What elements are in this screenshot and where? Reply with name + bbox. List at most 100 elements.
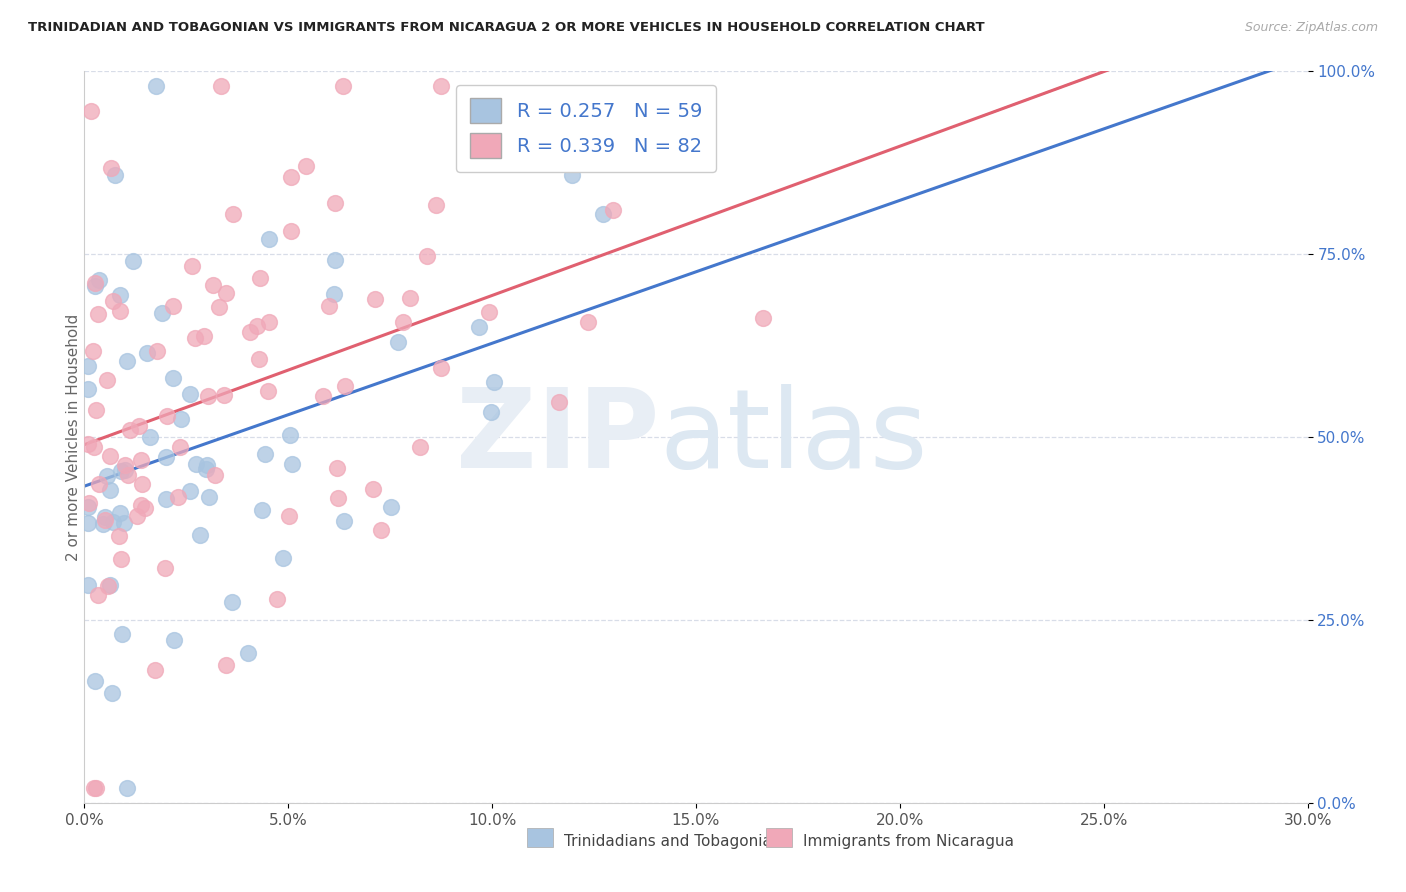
- Point: [387, 334, 409, 349]
- Point: [186, 457, 208, 471]
- Point: [193, 329, 215, 343]
- Point: [80, 103, 103, 118]
- Text: Trinidadians and Tobagonians: Trinidadians and Tobagonians: [564, 834, 789, 848]
- Point: [110, 552, 132, 566]
- Point: [82, 343, 104, 358]
- Point: [129, 498, 152, 512]
- Point: [77, 359, 100, 373]
- Point: [477, 305, 499, 319]
- Text: Immigrants from Nicaragua: Immigrants from Nicaragua: [803, 834, 1014, 848]
- Point: [214, 285, 236, 300]
- Point: [94, 510, 117, 524]
- Point: [77, 437, 100, 451]
- Y-axis label: 2 or more Vehicles in Household: 2 or more Vehicles in Household: [66, 313, 80, 561]
- Point: [280, 224, 302, 238]
- Point: [93, 516, 115, 531]
- Point: [145, 344, 167, 359]
- Point: [162, 299, 184, 313]
- Point: [129, 453, 152, 467]
- Point: [602, 203, 624, 218]
- Point: [208, 300, 231, 314]
- Point: [84, 781, 107, 796]
- Point: [128, 419, 150, 434]
- Point: [415, 249, 437, 263]
- Point: [134, 500, 156, 515]
- Point: [325, 461, 347, 475]
- Point: [239, 326, 262, 340]
- Point: [84, 403, 107, 417]
- Point: [101, 515, 124, 529]
- Point: [212, 388, 235, 402]
- Point: [117, 781, 139, 796]
- Point: [280, 170, 302, 185]
- Point: [163, 633, 186, 648]
- Point: [221, 595, 243, 609]
- Point: [204, 468, 226, 483]
- Point: [278, 428, 301, 442]
- Point: [576, 315, 599, 329]
- Point: [246, 319, 269, 334]
- Point: [333, 379, 356, 393]
- Point: [83, 781, 105, 796]
- Point: [122, 253, 145, 268]
- Text: atlas: atlas: [659, 384, 928, 491]
- Point: [98, 577, 121, 591]
- Point: [77, 578, 100, 592]
- Point: [87, 273, 110, 287]
- Point: [77, 516, 100, 530]
- Point: [332, 78, 354, 93]
- Point: [101, 293, 124, 308]
- Text: TRINIDADIAN AND TOBAGONIAN VS IMMIGRANTS FROM NICARAGUA 2 OR MORE VEHICLES IN HO: TRINIDADIAN AND TOBAGONIAN VS IMMIGRANTS…: [28, 21, 984, 34]
- Point: [145, 78, 167, 93]
- Point: [361, 483, 384, 497]
- Point: [318, 299, 340, 313]
- Point: [145, 664, 167, 678]
- Point: [117, 353, 139, 368]
- Point: [111, 627, 134, 641]
- Point: [222, 207, 245, 221]
- Point: [131, 477, 153, 491]
- Point: [153, 561, 176, 575]
- Point: [139, 430, 162, 444]
- Point: [323, 196, 346, 211]
- Point: [281, 457, 304, 471]
- Point: [201, 277, 224, 292]
- Point: [96, 373, 118, 387]
- Point: [87, 477, 110, 491]
- Point: [108, 529, 131, 543]
- Point: [108, 287, 131, 301]
- Point: [266, 591, 288, 606]
- Point: [169, 440, 191, 454]
- Point: [98, 483, 121, 497]
- Point: [77, 382, 100, 396]
- Point: [323, 286, 346, 301]
- Point: [150, 305, 173, 319]
- Point: [84, 277, 107, 291]
- Point: [209, 78, 232, 93]
- Point: [751, 310, 773, 325]
- Point: [77, 500, 100, 515]
- Point: [398, 291, 420, 305]
- Point: [101, 686, 124, 700]
- Point: [430, 360, 453, 375]
- Point: [430, 78, 453, 93]
- Point: [197, 388, 219, 402]
- Point: [188, 528, 211, 542]
- Point: [198, 490, 221, 504]
- Point: [238, 646, 260, 660]
- Point: [97, 579, 120, 593]
- Point: [259, 232, 281, 246]
- Point: [278, 508, 301, 523]
- Point: [114, 458, 136, 473]
- Point: [77, 496, 100, 510]
- Point: [250, 503, 273, 517]
- Point: [181, 259, 204, 273]
- Point: [112, 516, 135, 530]
- Point: [370, 523, 392, 537]
- Point: [561, 168, 583, 182]
- Point: [110, 464, 132, 478]
- Point: [84, 673, 107, 688]
- Point: [167, 490, 190, 504]
- Point: [295, 160, 318, 174]
- Point: [257, 315, 280, 329]
